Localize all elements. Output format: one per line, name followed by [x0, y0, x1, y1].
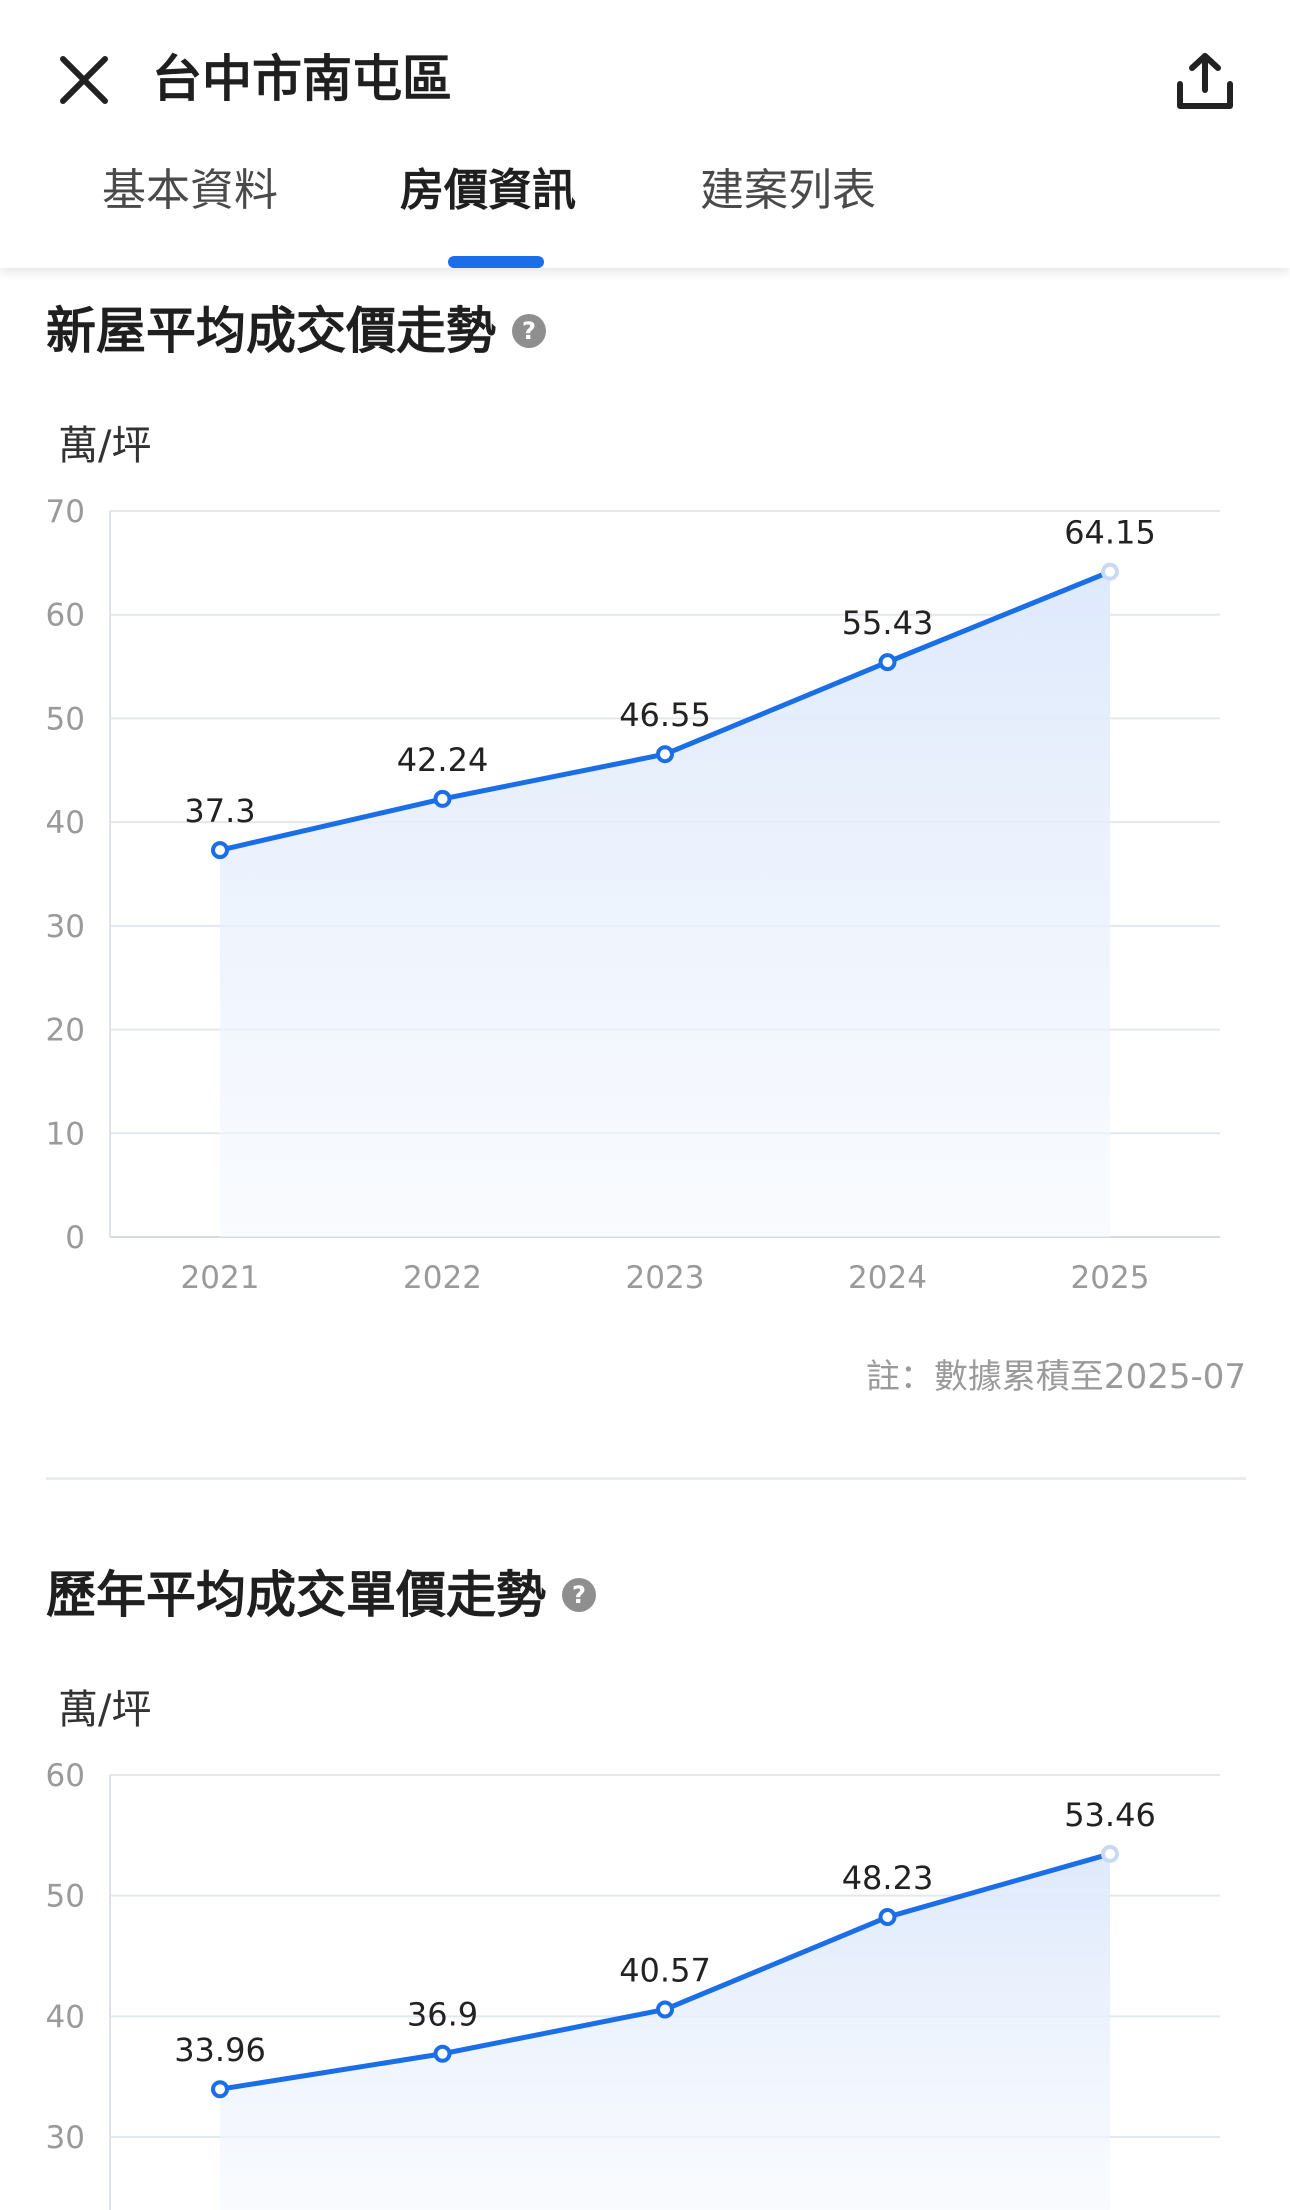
data-point	[433, 2044, 452, 2063]
page-title: 台中市南屯區	[152, 50, 452, 108]
help-icon[interactable]: ?	[512, 314, 546, 348]
new-house-price-chart: 0 10 20 30 40 50 60 70 37.3 42.24 46.55 55.43 64.15 2…	[46, 494, 1220, 1296]
section-divider	[46, 1477, 1246, 1480]
section-title-text: 歷年平均成交單價走勢	[46, 1566, 546, 1624]
share-icon	[1177, 53, 1233, 109]
y-tick-label: 10	[46, 1116, 85, 1152]
data-label: 33.96	[174, 2031, 266, 2069]
data-note: 註：數據累積至2025-07	[865, 1357, 1246, 1397]
active-tab-indicator	[448, 256, 544, 268]
y-tick-label: 0	[65, 1220, 85, 1256]
y-tick-label: 70	[46, 494, 85, 530]
y-tick-label: 60	[46, 598, 85, 634]
share-button[interactable]	[1170, 44, 1240, 118]
y-tick-label: 60	[46, 1758, 85, 1794]
data-point	[211, 2080, 229, 2099]
data-label: 40.57	[619, 1951, 711, 1989]
section-title-yearly-unit-price: 歷年平均成交單價走勢 ?	[46, 1560, 596, 1630]
y-tick-label: 30	[46, 909, 85, 945]
tab-basic-info[interactable]: 基本資料	[102, 165, 278, 216]
data-point	[1101, 1844, 1119, 1863]
series-area	[220, 571, 1110, 1237]
data-label: 48.23	[842, 1859, 934, 1897]
data-point	[1101, 562, 1119, 581]
data-point	[878, 653, 897, 672]
section-title-new-house-price: 新屋平均成交價走勢 ?	[46, 296, 546, 366]
data-label: 36.9	[407, 1996, 478, 2034]
data-label: 53.46	[1064, 1796, 1156, 1834]
data-label: 55.43	[842, 604, 934, 642]
chart-unit-label: 萬/坪	[58, 423, 152, 469]
y-tick-label: 40	[46, 1999, 85, 2035]
x-tick-label: 2025	[1071, 1260, 1150, 1296]
data-label: 46.55	[619, 696, 711, 734]
series-area	[220, 1853, 1110, 2210]
x-tick-label: 2022	[403, 1260, 482, 1296]
x-tick-label: 2024	[848, 1260, 927, 1296]
data-point	[878, 1908, 897, 1927]
y-tick-label: 40	[46, 805, 85, 841]
close-button[interactable]	[52, 48, 116, 112]
close-icon	[60, 56, 108, 104]
y-tick-label: 30	[46, 2120, 85, 2156]
y-tick-label: 50	[46, 1879, 85, 1915]
tab-price-info[interactable]: 房價資訊	[400, 165, 576, 216]
chart-unit-label: 萬/坪	[58, 1687, 152, 1733]
data-label: 42.24	[397, 741, 489, 779]
yearly-unit-price-chart: 30 40 50 60 33.96 36.9 40.57 48.23 53.46	[46, 1758, 1220, 2210]
data-point	[656, 745, 674, 764]
top-app-bar: 台中市南屯區 基本資料 房價資訊 建案列表	[0, 0, 1290, 268]
help-icon[interactable]: ?	[562, 1578, 596, 1612]
y-tick-label: 20	[46, 1013, 85, 1049]
y-tick-label: 50	[46, 701, 85, 737]
x-tick-label: 2021	[181, 1260, 260, 1296]
data-label: 37.3	[184, 792, 255, 830]
data-point	[433, 789, 452, 808]
section-title-text: 新屋平均成交價走勢	[46, 302, 496, 360]
tab-project-list[interactable]: 建案列表	[700, 165, 876, 216]
data-point	[656, 2000, 674, 2019]
data-label: 64.15	[1064, 514, 1156, 552]
data-point	[211, 841, 229, 860]
x-tick-label: 2023	[626, 1260, 705, 1296]
